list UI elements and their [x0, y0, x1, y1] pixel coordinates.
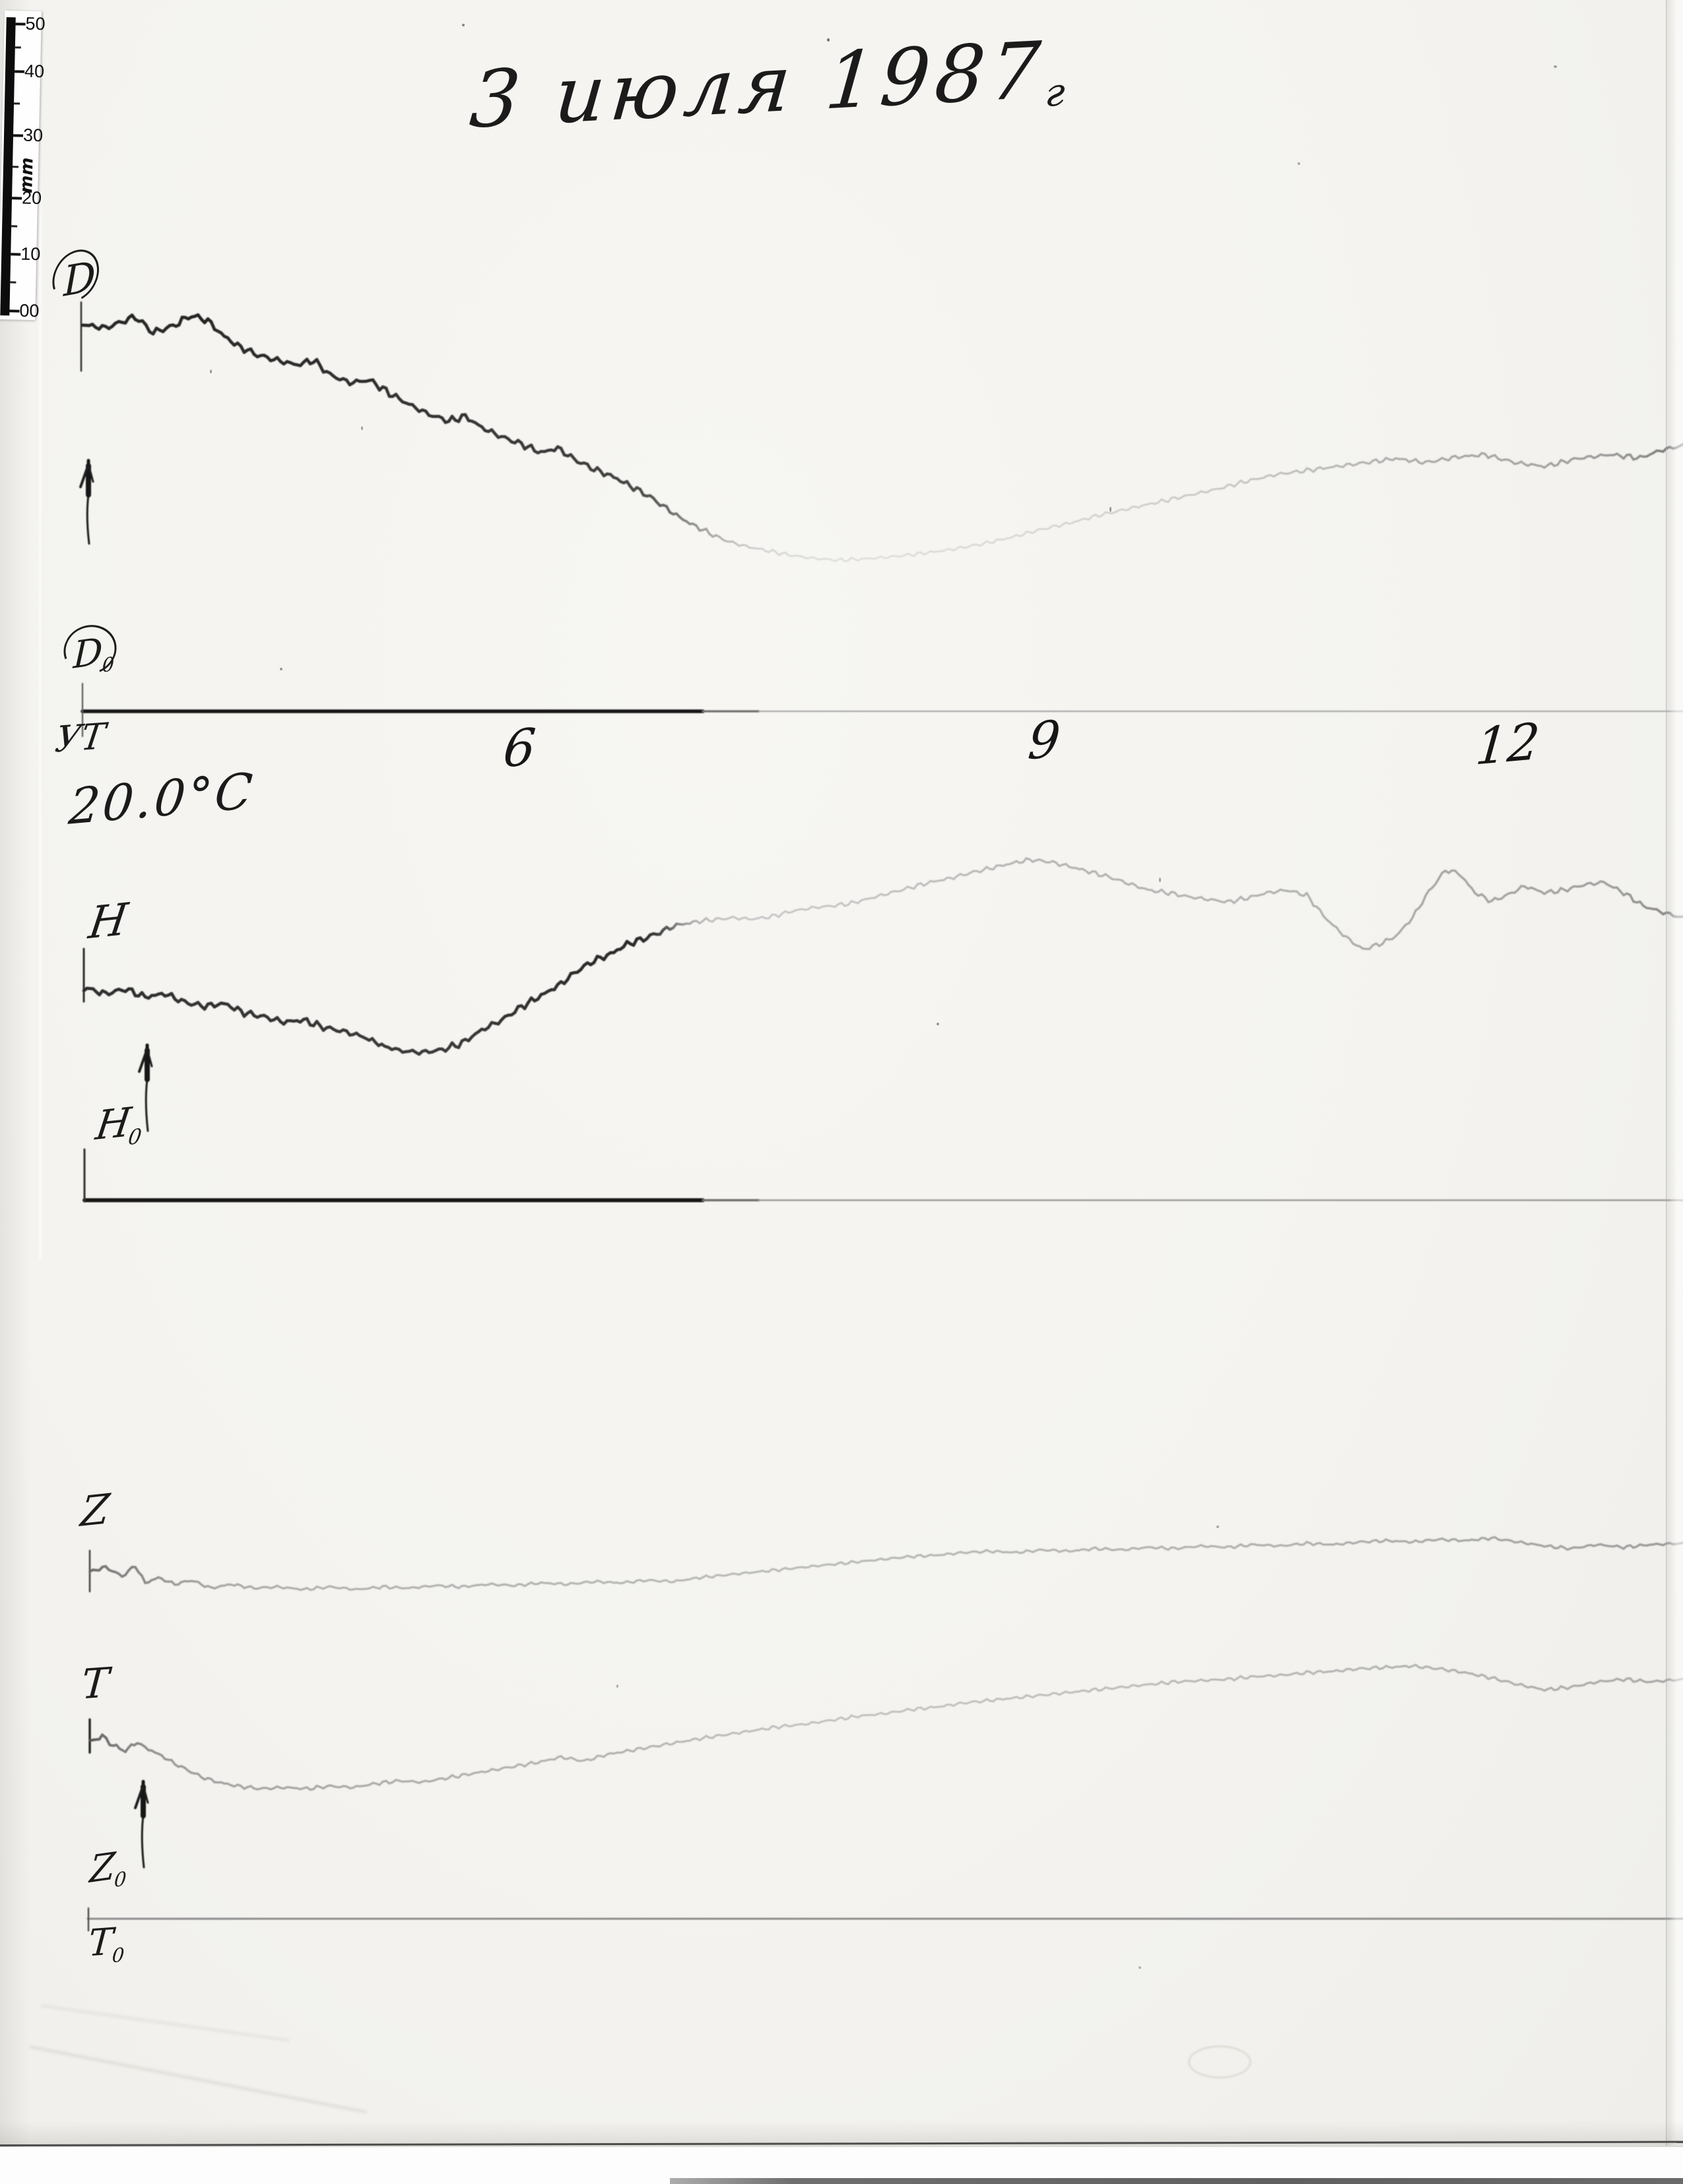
ruler-major-tick [11, 253, 21, 256]
ruler-tick-label: 10 [20, 243, 41, 265]
paper-crease [39, 191, 42, 1260]
ruler-unit-label: mm [16, 157, 38, 194]
ruler-tick-label: 50 [25, 13, 46, 34]
scan-right-edge [1666, 0, 1683, 2146]
paper-stain [1188, 2045, 1251, 2078]
ruler-major-tick [12, 197, 22, 200]
ruler-tick-label: 40 [24, 61, 45, 82]
ruler-tick-label: 30 [22, 125, 44, 146]
baseline-label-h0: H0 [92, 1099, 143, 1150]
ruler-minor-tick [15, 46, 21, 49]
mm-scale-ruler: 50 40 30 20 10 00 mm [0, 11, 46, 321]
time-tick-label-9: 9 [1026, 709, 1063, 771]
trace-label-t: T [80, 1658, 111, 1709]
ruler-major-tick [15, 70, 25, 73]
scan-bottom-strip [670, 2178, 1683, 2184]
ruler-tick-label: 00 [19, 300, 40, 321]
ruler-minor-tick [10, 281, 16, 284]
trace-label-z: Z [78, 1484, 112, 1537]
trace-label-h: H [85, 893, 131, 949]
ruler-major-tick [13, 134, 24, 137]
time-axis-label: УТ [52, 715, 108, 761]
baseline-label-z0: Z0 [88, 1844, 127, 1892]
title-year-suffix: г [1043, 69, 1072, 115]
baseline-label-d0: D0 [72, 629, 115, 678]
time-tick-label-6: 6 [501, 717, 539, 779]
time-tick-label-12: 12 [1473, 711, 1542, 777]
ruler-major-tick [15, 22, 26, 26]
ruler-major-tick [9, 309, 20, 313]
ruler-minor-tick [11, 225, 18, 228]
ruler-minor-tick [14, 102, 20, 105]
baseline-label-t0: T0 [86, 1920, 125, 1968]
trace-label-d: D [63, 251, 96, 307]
scanner-background [0, 2147, 1683, 2184]
